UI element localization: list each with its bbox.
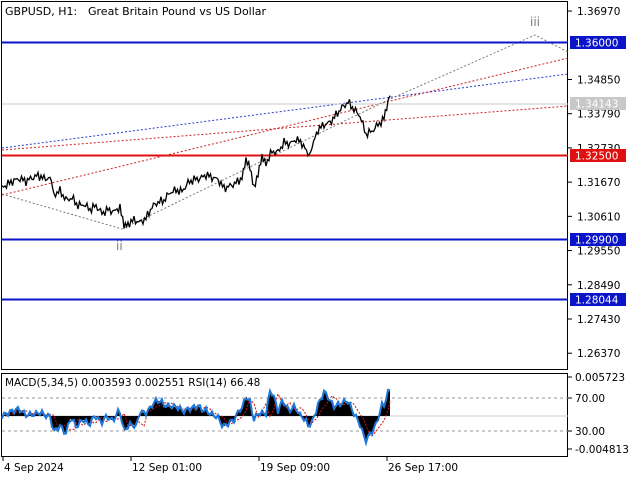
level-tag-bg-lower-blue — [570, 233, 626, 246]
indicator-axis: 0.005723 70.00 30.00 -0.004813 — [568, 372, 629, 456]
price-tick-label: 1.33790 — [577, 109, 620, 121]
level-tag-value-red: 1.32500 — [575, 151, 618, 163]
price-tick-label: 1.30610 — [577, 211, 620, 223]
level-tag-bg-bottom-blue — [570, 293, 626, 306]
level-tag-value-upper-blue: 1.36000 — [575, 38, 618, 50]
price-tick-label: 1.31670 — [577, 177, 620, 189]
time-tick-label: 12 Sep 01:00 — [132, 462, 202, 474]
time-axis: 4 Sep 2024 12 Sep 01:00 19 Sep 09:00 26 Sep… — [2, 457, 458, 474]
price-axis: 1.369701.348501.337901.327301.316701.306… — [568, 6, 620, 360]
price-tick-label: 1.27430 — [577, 314, 620, 326]
price-line — [1, 95, 391, 229]
indicator-panel[interactable]: MACD(5,34,5) 0.003593 0.002551 RSI(14) 6… — [1, 372, 629, 456]
horizontal-levels — [2, 41, 568, 301]
symbol-label: GBPUSD, H1: — [5, 5, 77, 18]
level-tag-value-lower-blue: 1.29900 — [575, 235, 618, 247]
indicator-label: MACD(5,34,5) 0.003593 0.002551 RSI(14) 6… — [5, 377, 260, 389]
time-tick-label: 19 Sep 09:00 — [260, 462, 330, 474]
price-tick-label: 1.28490 — [577, 280, 620, 292]
red-dotted-trendline — [1, 57, 569, 196]
main-chart-frame — [1, 1, 568, 370]
current-price-value: 1.34143 — [575, 99, 618, 111]
rsi-line — [1, 387, 391, 447]
price-tick-label: 1.29550 — [577, 246, 620, 258]
indicator-tick-label: -0.004813 — [575, 444, 629, 456]
red-dotted-channel-line — [1, 105, 569, 151]
blue-dotted-trendline — [1, 73, 569, 149]
wave-ii-label: ii — [116, 239, 123, 253]
price-tick-label: 1.36970 — [577, 6, 620, 18]
symbol-description: Great Britain Pound vs US Dollar — [88, 5, 267, 18]
level-price-tags: 1.36000 1.32500 1.29900 1.28044 — [570, 36, 626, 307]
price-tick-label: 1.26370 — [577, 348, 620, 360]
level-tag-bg-upper-blue — [570, 36, 626, 49]
current-price-tag-bg — [570, 97, 626, 110]
indicator-tick-label: 70.00 — [575, 393, 605, 405]
macd-histogram — [2, 389, 390, 440]
wave-iii-label: iii — [530, 15, 540, 29]
level-tag-value-bottom-blue: 1.28044 — [575, 295, 619, 307]
indicator-tick-label: 30.00 — [575, 426, 605, 438]
macd-signal-line — [2, 392, 391, 437]
current-price-tag: 1.34143 — [570, 97, 626, 111]
price-tick-label: 1.34850 — [577, 74, 620, 86]
indicator-tick-label: 0.005723 — [575, 372, 625, 384]
time-tick-label: 4 Sep 2024 — [4, 462, 64, 474]
time-tick-label: 26 Sep 17:00 — [388, 462, 458, 474]
level-tag-bg-red — [570, 149, 626, 162]
